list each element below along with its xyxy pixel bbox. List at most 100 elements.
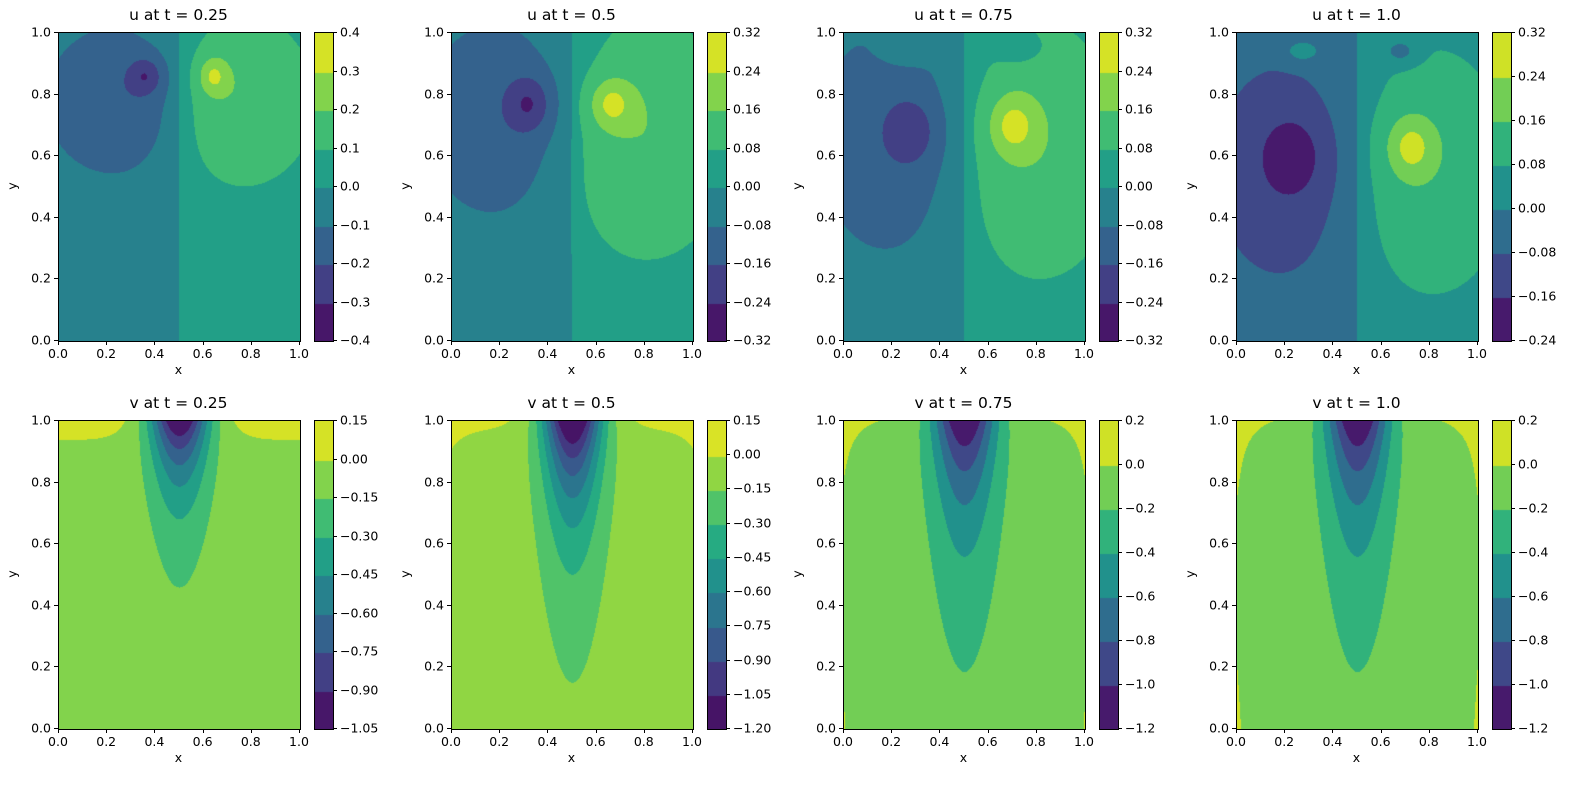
y-tick [839,481,843,483]
y-tick-label: 0.8 [816,474,836,490]
colorbar-tick [726,420,730,421]
colorbar-tick-label: 0.16 [1518,112,1546,128]
y-tick-label: 0.0 [424,720,444,736]
y-tick-label: 1.0 [1209,412,1229,428]
y-axis-label: y [4,182,20,190]
y-tick-label: 0.6 [816,147,836,163]
colorbar-tick [1118,596,1122,597]
x-tick [106,729,108,733]
x-tick-label: 0.2 [96,346,117,361]
x-tick [451,729,452,733]
colorbar-tick [1511,596,1515,597]
x-tick-label: 0.4 [929,734,950,749]
x-tick [891,341,893,345]
x-tick [987,729,989,733]
colorbar-tick-label: 0.2 [1518,412,1538,428]
colorbar-tick [1511,464,1515,465]
y-tick [447,666,451,668]
colorbar-tick-label: −0.90 [733,652,772,668]
colorbar-tick [726,659,730,661]
colorbar-tick [726,340,730,341]
x-tick [643,729,645,733]
y-tick [839,728,843,729]
colorbar-tick-label: −0.16 [1518,288,1557,304]
y-tick [839,340,843,341]
x-tick-label: 0.6 [1370,346,1391,361]
contour-plot-1 [58,32,301,342]
y-tick-label: 0.8 [424,474,444,490]
colorbar-tick [726,625,730,627]
x-tick [1380,729,1382,733]
colorbar-tick-label: −0.4 [340,332,371,348]
x-tick [202,341,204,345]
plot-title: v at t = 0.5 [527,394,616,412]
x-tick-label: 0.2 [881,734,902,749]
colorbar-tick [1118,508,1122,509]
colorbar-bands [1493,33,1511,341]
colorbar-tick-label: 0.3 [340,63,360,78]
colorbar-tick [1511,32,1515,33]
x-tick [1284,341,1286,345]
colorbar-tick-label: −1.05 [340,720,379,736]
colorbar [707,32,727,342]
colorbar-tick-label: 0.1 [340,140,360,155]
colorbar-tick-label: −0.08 [1125,217,1164,232]
colorbar-tick [1118,147,1122,149]
colorbar-tick [1511,552,1515,553]
y-tick [54,216,58,218]
y-tick-label: 0.4 [31,597,51,613]
x-tick [250,729,252,733]
colorbar-tick [1118,70,1122,72]
y-tick [839,155,843,157]
colorbar [1099,420,1119,730]
colorbar-tick [333,689,337,691]
colorbar-tick-label: 0.08 [1125,140,1153,155]
x-axis-label: x [567,362,576,377]
y-tick [1232,481,1236,483]
y-tick-label: 0.0 [31,720,51,736]
x-tick-label: 0.8 [1025,346,1046,361]
y-tick [54,604,58,606]
x-tick-label: 0.2 [489,346,510,361]
y-tick-label: 0.8 [1209,86,1229,102]
colorbar-tick [1511,684,1515,685]
contour-plot-5 [58,420,301,730]
y-tick [447,278,451,280]
colorbar-tick [333,186,337,187]
plot-title: u at t = 0.75 [914,6,1013,24]
colorbar-tick-label: −0.15 [733,480,772,496]
y-tick-label: 0.0 [816,720,836,736]
contour-plot-6 [451,420,694,730]
y-tick [1232,216,1236,218]
x-tick-label: 1.0 [1074,346,1094,361]
x-tick [1084,729,1085,733]
y-tick-label: 0.8 [1209,474,1229,490]
y-tick-label: 0.4 [1209,209,1229,225]
y-axis-label: y [397,570,413,578]
y-tick [447,543,451,545]
x-tick [154,341,156,345]
x-tick-label: 0.8 [633,346,654,361]
x-tick [1428,341,1430,345]
plot-title: v at t = 0.25 [129,394,228,412]
colorbar-tick [1511,208,1515,209]
plot-title: v at t = 0.75 [914,394,1013,412]
colorbar-tick [1118,32,1122,33]
x-tick-label: 1.0 [289,346,309,361]
colorbar-tick-label: −0.15 [340,489,379,505]
x-tick-label: 1.0 [682,346,702,361]
x-tick [692,729,693,733]
colorbar-tick-label: −1.2 [1518,720,1549,736]
colorbar-tick [1511,296,1515,297]
colorbar-tick [333,651,337,652]
x-tick [692,341,693,345]
x-tick-label: 0.2 [1274,734,1295,749]
colorbar [1492,32,1512,342]
x-tick [299,729,300,733]
x-tick-label: 0.8 [1025,734,1046,749]
y-tick-label: 0.0 [1209,720,1229,736]
colorbar-tick-label: 0.24 [733,63,761,78]
colorbar-tick-label: 0.0 [1518,456,1538,472]
x-tick-label: 0.6 [585,346,606,361]
colorbar-tick-label: 0.32 [733,24,761,40]
